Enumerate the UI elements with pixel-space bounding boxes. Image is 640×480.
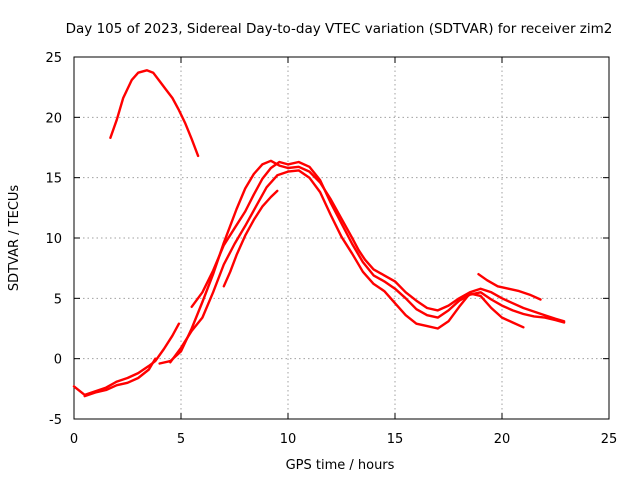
x-axis-label: GPS time / hours	[286, 458, 395, 473]
x-tick-label: 10	[280, 432, 297, 447]
y-tick-label: 10	[45, 232, 62, 247]
y-axis-label: SDTVAR / TECUs	[7, 185, 22, 292]
y-tick-label: 15	[45, 172, 62, 187]
series-line-satellite-arc-6	[169, 169, 525, 364]
series-line-satellite-arc-2	[72, 322, 181, 397]
series-line-satellite-arc-5	[190, 160, 566, 324]
grid	[74, 57, 609, 419]
y-tick-label: 20	[45, 111, 62, 126]
series-line-satellite-arc-8	[477, 273, 542, 301]
y-tick-label: -5	[49, 413, 62, 428]
y-tick-label: 0	[54, 353, 62, 368]
series-line-satellite-arc-7	[222, 189, 279, 288]
x-tick-label: 20	[494, 432, 511, 447]
series-line-satellite-arc-3	[83, 357, 157, 398]
x-tick-label: 25	[601, 432, 618, 447]
y-tick-label: 25	[45, 51, 62, 66]
axis-ticks: 0 5 10 15 20 25 -5 0 5 10 15 20 25	[45, 51, 617, 447]
series-layer	[72, 69, 566, 398]
y-tick-label: 5	[54, 292, 62, 307]
x-tick-label: 0	[70, 432, 78, 447]
chart-title: Day 105 of 2023, Sidereal Day-to-day VTE…	[66, 21, 613, 37]
series-line-satellite-arc-1	[109, 69, 200, 158]
series-line-satellite-arc-4	[158, 159, 566, 365]
x-tick-label: 5	[177, 432, 185, 447]
x-tick-label: 15	[387, 432, 404, 447]
